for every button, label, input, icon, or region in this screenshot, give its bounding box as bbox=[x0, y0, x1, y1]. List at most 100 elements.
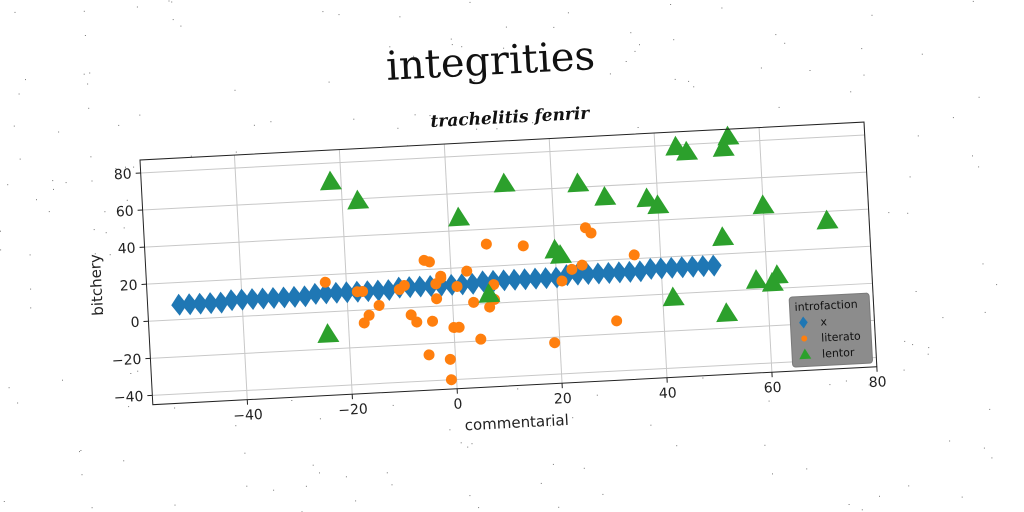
speck bbox=[449, 429, 451, 431]
y-gridline bbox=[152, 356, 877, 396]
speck bbox=[634, 50, 636, 52]
speck bbox=[84, 35, 86, 36]
scatter-plot: −40 −20 0 20 40 60 80 −40 −20 0 20 40 60 80 commentari… bbox=[86, 121, 887, 434]
data-point-x bbox=[422, 275, 439, 298]
data-point-x bbox=[632, 260, 649, 283]
speck bbox=[850, 91, 852, 93]
speck bbox=[461, 46, 463, 48]
speck bbox=[845, 380, 847, 382]
speck bbox=[972, 0, 974, 2]
speck bbox=[53, 188, 54, 190]
speck bbox=[18, 93, 20, 95]
data-point-lentor bbox=[636, 187, 659, 208]
speck bbox=[29, 254, 31, 256]
data-point-literato bbox=[358, 317, 370, 329]
data-point-lentor bbox=[478, 283, 501, 303]
speck bbox=[721, 7, 723, 9]
speck bbox=[476, 128, 478, 130]
speck bbox=[775, 34, 777, 36]
data-point-x bbox=[234, 288, 250, 311]
speck bbox=[172, 19, 174, 21]
data-point-literato bbox=[435, 272, 447, 284]
speck bbox=[503, 47, 505, 49]
speck bbox=[768, 400, 770, 402]
speck bbox=[456, 119, 458, 121]
speck bbox=[912, 344, 914, 346]
speck bbox=[532, 122, 534, 124]
x-gridline bbox=[338, 149, 353, 395]
speck bbox=[30, 307, 32, 309]
speck bbox=[305, 485, 307, 487]
speck bbox=[469, 495, 471, 497]
data-point-x bbox=[265, 286, 282, 309]
speck bbox=[676, 445, 678, 447]
y-tick-label: 80 bbox=[114, 166, 133, 183]
speck bbox=[928, 347, 930, 349]
speck bbox=[467, 446, 469, 448]
speck bbox=[94, 253, 96, 255]
speck bbox=[949, 440, 951, 442]
speck bbox=[451, 44, 453, 46]
speck bbox=[429, 115, 431, 117]
x-tick-label: 60 bbox=[763, 380, 782, 397]
data-point-literato bbox=[427, 315, 439, 327]
data-point-x bbox=[255, 287, 271, 310]
speck bbox=[552, 463, 554, 465]
y-tick-label: 0 bbox=[130, 315, 140, 331]
speck bbox=[118, 124, 120, 126]
data-point-x bbox=[328, 281, 345, 304]
speck bbox=[17, 402, 19, 404]
data-point-x bbox=[496, 269, 512, 292]
y-gridline bbox=[146, 245, 871, 285]
speck bbox=[450, 38, 452, 40]
data-point-lentor bbox=[745, 269, 768, 289]
speck bbox=[139, 114, 141, 116]
speck bbox=[809, 70, 811, 71]
data-point-x bbox=[297, 285, 313, 308]
speck bbox=[174, 407, 176, 409]
speck bbox=[460, 442, 462, 444]
speck bbox=[639, 44, 640, 46]
data-point-lentor bbox=[752, 194, 775, 215]
data-point-literato bbox=[431, 293, 443, 305]
x-gridline bbox=[233, 155, 248, 400]
data-point-literato bbox=[576, 259, 588, 271]
data-point-literato bbox=[445, 374, 457, 386]
y-tick-label: 40 bbox=[117, 241, 136, 258]
data-point-x bbox=[223, 289, 240, 312]
data-point-literato bbox=[585, 227, 597, 239]
speck bbox=[130, 373, 132, 374]
speck bbox=[0, 249, 2, 251]
speck bbox=[126, 199, 128, 201]
speck bbox=[190, 155, 192, 157]
speck bbox=[235, 151, 237, 153]
speck bbox=[235, 425, 237, 427]
y-gridline bbox=[150, 319, 875, 359]
speck bbox=[572, 417, 574, 419]
speck bbox=[319, 418, 321, 420]
speck bbox=[583, 467, 585, 469]
speck bbox=[778, 106, 780, 108]
speck bbox=[861, 509, 863, 511]
data-point-lentor bbox=[567, 172, 590, 193]
speck bbox=[650, 424, 652, 426]
speck bbox=[65, 182, 67, 184]
speck bbox=[550, 425, 551, 427]
x-tick-label: 0 bbox=[453, 396, 463, 412]
speck bbox=[602, 493, 604, 495]
data-point-x bbox=[590, 262, 607, 285]
speck bbox=[25, 79, 26, 81]
speck bbox=[30, 288, 32, 290]
speck bbox=[128, 406, 130, 408]
speck bbox=[91, 180, 93, 182]
speck bbox=[413, 55, 415, 57]
speck bbox=[123, 227, 125, 229]
data-point-literato bbox=[357, 285, 369, 297]
data-point-x bbox=[464, 272, 481, 295]
speck bbox=[83, 73, 85, 75]
speck bbox=[91, 507, 93, 509]
speck bbox=[13, 125, 15, 127]
speck bbox=[414, 114, 416, 116]
speck bbox=[322, 11, 324, 13]
data-point-x bbox=[338, 281, 355, 304]
